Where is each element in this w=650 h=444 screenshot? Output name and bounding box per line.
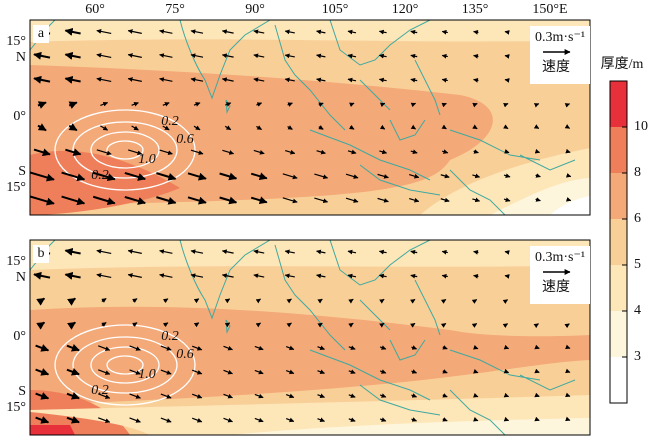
lat-label: 15° (6, 34, 26, 49)
velocity-arrow (568, 152, 570, 153)
lat-label: 15° (6, 254, 26, 269)
lon-label: 135° (462, 2, 489, 17)
velocity-arrow (505, 276, 509, 277)
velocity-arrow (506, 324, 507, 325)
colorbar-title: 厚度/m (601, 56, 644, 72)
thickness-region (30, 20, 590, 42)
colorbar: 厚度/m 3 4 5 6 8 10 (601, 56, 648, 403)
colorbar-band (610, 173, 627, 219)
contour-label: 0.6 (176, 347, 194, 362)
colorbar-tick-label: 6 (634, 211, 641, 226)
lat-label: N (16, 50, 26, 65)
contour-label: 1.0 (138, 367, 156, 382)
map-field (30, 240, 590, 439)
speed-label: 速度 (542, 59, 570, 75)
velocity-arrow (538, 324, 539, 325)
velocity-arrow (505, 80, 509, 81)
thickness-region (30, 425, 75, 435)
contour-label: 0.2 (91, 168, 109, 183)
colorbar-band (610, 357, 627, 403)
velocity-arrow (505, 56, 509, 57)
colorbar-tick-label: 3 (634, 349, 641, 364)
lon-label: 60° (85, 2, 105, 17)
velocity-arrow (537, 128, 539, 129)
velocity-arrow (568, 348, 570, 349)
velocity-arrow (475, 324, 476, 325)
colorbar-band (610, 219, 627, 265)
colorbar-band (610, 81, 627, 127)
lat-label: 0° (13, 329, 26, 344)
lat-label: S (18, 384, 26, 399)
velocity-arrow (568, 372, 570, 373)
velocity-arrow (505, 252, 509, 253)
lat-label: 15° (6, 180, 26, 195)
lat-label: 0° (13, 109, 26, 124)
speed-scale: 0.3m·s⁻¹ (535, 30, 585, 45)
colorbar-band (610, 127, 627, 173)
colorbar-tick-label: 4 (634, 303, 641, 318)
contour-label: 0.2 (161, 329, 179, 344)
velocity-arrow (568, 396, 570, 397)
colorbar-band (610, 265, 627, 311)
contour-label: 0.2 (91, 383, 109, 398)
lat-label: S (18, 164, 26, 179)
velocity-arrow (568, 420, 570, 421)
velocity-arrow (568, 128, 569, 129)
velocity-arrow (537, 104, 539, 105)
contour-label: 0.6 (176, 132, 194, 147)
speed-scale: 0.3m·s⁻¹ (535, 250, 585, 265)
lat-label: 15° (6, 400, 26, 415)
speed-label: 速度 (542, 279, 570, 295)
velocity-arrow (475, 300, 476, 301)
velocity-arrow (506, 104, 508, 105)
colorbar-tick-label: 5 (634, 257, 641, 272)
colorbar-tick-label: 10 (634, 119, 648, 134)
velocity-arrow (506, 300, 507, 301)
contour-label: 0.2 (161, 114, 179, 129)
lon-label: 120° (392, 2, 419, 17)
colorbar-tick-label: 8 (634, 165, 641, 180)
contour-label: 1.0 (138, 152, 156, 167)
lon-label: 75° (165, 2, 185, 17)
lon-label: 105° (322, 2, 349, 17)
lon-label: 150°E (532, 2, 567, 17)
colorbar-band (610, 311, 627, 357)
thickness-region (30, 240, 590, 270)
lon-label: 90° (245, 2, 265, 17)
velocity-arrow (505, 32, 509, 33)
panel-label: b (38, 246, 45, 261)
lat-label: N (16, 270, 26, 285)
panel-label: a (38, 26, 45, 41)
map-field (30, 20, 590, 220)
